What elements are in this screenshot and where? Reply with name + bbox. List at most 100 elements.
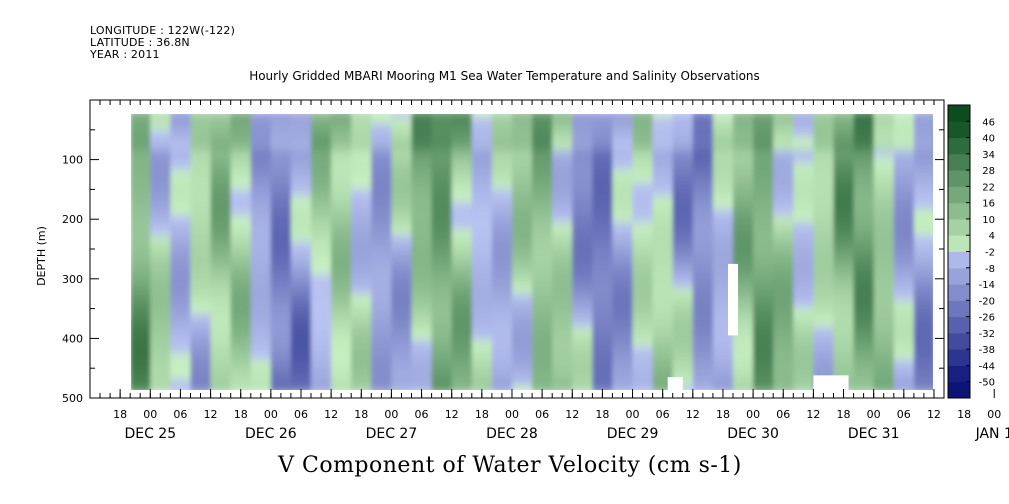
- velocity-cell: [391, 137, 413, 145]
- velocity-cell: [471, 241, 493, 249]
- velocity-cell: [351, 294, 372, 302]
- velocity-cell: [331, 333, 352, 341]
- velocity-cell: [512, 222, 533, 230]
- velocity-cell: [753, 320, 774, 328]
- velocity-cell: [733, 366, 754, 374]
- velocity-cell: [451, 294, 473, 302]
- velocity-cell: [230, 274, 252, 282]
- velocity-cell: [371, 163, 392, 171]
- velocity-cell: [371, 196, 392, 204]
- velocity-cell: [351, 281, 372, 289]
- velocity-cell: [893, 228, 915, 236]
- velocity-cell: [632, 346, 654, 354]
- velocity-cell: [753, 314, 774, 322]
- velocity-cell: [331, 114, 352, 118]
- colorbar-label: 34: [982, 150, 995, 161]
- velocity-cell: [773, 156, 794, 164]
- velocity-cell: [532, 143, 553, 151]
- velocity-cell: [632, 333, 654, 341]
- velocity-cell: [592, 281, 614, 289]
- velocity-cell: [873, 114, 895, 118]
- velocity-cell: [692, 379, 714, 387]
- velocity-cell: [793, 241, 814, 249]
- velocity-cell: [913, 353, 933, 361]
- velocity-cell: [793, 333, 814, 341]
- velocity-cell: [873, 274, 895, 282]
- velocity-cell: [733, 156, 754, 164]
- velocity-cell: [431, 123, 453, 131]
- velocity-cell: [753, 340, 774, 348]
- velocity-cell: [331, 379, 352, 387]
- velocity-cell: [512, 202, 533, 210]
- velocity-cell: [411, 287, 433, 295]
- velocity-cell: [331, 156, 352, 164]
- velocity-cell: [893, 222, 915, 230]
- velocity-cell: [451, 274, 473, 282]
- velocity-cell: [773, 176, 794, 184]
- velocity-cell: [692, 294, 714, 302]
- velocity-cell: [250, 320, 272, 328]
- velocity-cell: [311, 300, 332, 309]
- velocity-cell: [873, 373, 895, 381]
- velocity-cell: [131, 268, 151, 276]
- velocity-cell: [391, 150, 413, 158]
- velocity-cell: [773, 353, 794, 361]
- velocity-cell: [753, 117, 774, 125]
- velocity-cell: [753, 163, 774, 171]
- velocity-cell: [712, 222, 734, 230]
- velocity-cell: [210, 353, 232, 361]
- velocity-cell: [431, 228, 453, 236]
- velocity-cell: [753, 235, 774, 243]
- velocity-cell: [512, 235, 533, 243]
- velocity-cell: [753, 268, 774, 276]
- velocity-cell: [491, 137, 513, 145]
- velocity-cell: [692, 182, 714, 190]
- missing-data-gap: [727, 263, 739, 336]
- velocity-cell: [592, 176, 614, 184]
- velocity-cell: [451, 300, 473, 309]
- velocity-cell: [150, 169, 171, 177]
- velocity-cell: [131, 182, 151, 190]
- velocity-cell: [170, 379, 192, 387]
- velocity-cell: [451, 209, 473, 217]
- velocity-cell: [331, 215, 352, 223]
- velocity-cell: [672, 228, 694, 236]
- velocity-cell: [131, 307, 151, 315]
- velocity-cell: [270, 114, 292, 118]
- velocity-cell: [451, 268, 473, 276]
- velocity-cell: [471, 150, 493, 158]
- velocity-cell: [612, 255, 634, 263]
- velocity-cell: [170, 114, 192, 118]
- velocity-cell: [270, 268, 292, 276]
- velocity-cell: [753, 150, 774, 158]
- velocity-cell: [170, 327, 192, 335]
- velocity-cell: [270, 261, 292, 269]
- velocity-cell: [491, 123, 513, 131]
- colorbar-label: -8: [985, 264, 995, 275]
- velocity-cell: [853, 268, 875, 276]
- velocity-cell: [131, 314, 151, 322]
- velocity-cell: [652, 235, 674, 243]
- velocity-cell: [712, 373, 734, 381]
- velocity-cell: [290, 268, 312, 276]
- velocity-cell: [131, 189, 151, 197]
- velocity-cell: [170, 209, 192, 217]
- velocity-cell: [532, 386, 553, 390]
- velocity-cell: [190, 222, 212, 230]
- velocity-cell: [371, 333, 392, 341]
- velocity-cell: [572, 202, 593, 210]
- velocity-cell: [672, 137, 694, 145]
- velocity-cell: [813, 294, 835, 302]
- velocity-cell: [733, 294, 754, 302]
- velocity-cell: [793, 182, 814, 190]
- velocity-cell: [250, 176, 272, 184]
- velocity-cell: [913, 163, 933, 171]
- velocity-cell: [290, 169, 312, 177]
- velocity-cell: [210, 123, 232, 131]
- velocity-cell: [150, 353, 171, 361]
- velocity-cell: [230, 294, 252, 302]
- velocity-cell: [632, 320, 654, 328]
- velocity-cell: [170, 268, 192, 276]
- velocity-cell: [733, 261, 754, 269]
- velocity-cell: [893, 268, 915, 276]
